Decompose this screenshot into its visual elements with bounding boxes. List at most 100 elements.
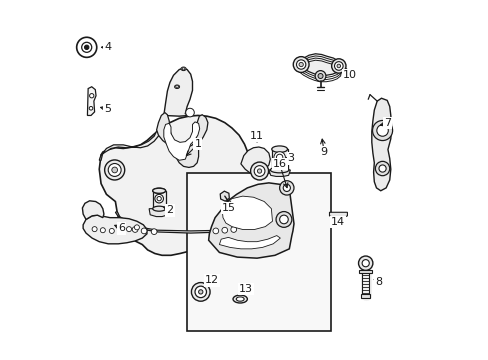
Polygon shape [163,122,199,160]
Circle shape [283,184,290,192]
Ellipse shape [276,154,282,161]
Text: 1: 1 [194,139,201,149]
Circle shape [296,60,305,69]
Circle shape [230,226,236,232]
Text: 16: 16 [272,159,286,169]
Ellipse shape [157,197,161,201]
Polygon shape [222,196,272,229]
Text: 2: 2 [166,206,173,216]
Circle shape [298,62,303,67]
Polygon shape [163,68,192,116]
Circle shape [104,160,124,180]
Text: 6: 6 [118,224,125,233]
Ellipse shape [175,86,178,88]
Polygon shape [268,170,290,176]
Text: 4: 4 [104,42,111,52]
Circle shape [362,260,368,267]
Circle shape [108,163,121,176]
Circle shape [212,228,218,234]
Text: 3: 3 [287,153,294,163]
Circle shape [375,161,389,176]
Text: 9: 9 [320,147,327,157]
Circle shape [109,228,114,233]
Circle shape [257,169,261,173]
Bar [187,173,330,330]
Ellipse shape [233,295,247,303]
Ellipse shape [155,194,163,203]
Circle shape [112,167,117,173]
Ellipse shape [236,297,244,301]
Circle shape [126,226,131,231]
Polygon shape [208,183,293,258]
Circle shape [250,162,268,180]
Circle shape [84,45,89,49]
Polygon shape [149,209,169,217]
Polygon shape [219,235,280,249]
Text: 13: 13 [239,284,253,294]
Polygon shape [156,113,207,167]
Circle shape [100,228,105,233]
Circle shape [279,181,293,195]
Polygon shape [220,191,229,201]
Bar [152,191,165,209]
Circle shape [89,94,94,98]
Circle shape [134,225,139,230]
Circle shape [254,166,264,176]
Text: 15: 15 [221,203,235,213]
Polygon shape [371,98,391,191]
Circle shape [141,228,147,234]
Circle shape [77,37,97,57]
Text: 8: 8 [375,277,382,287]
Ellipse shape [182,68,184,70]
Polygon shape [241,147,270,174]
Text: 11: 11 [249,131,264,141]
Ellipse shape [174,85,179,89]
Circle shape [358,256,372,270]
Circle shape [185,108,194,117]
Bar [360,294,369,298]
Circle shape [314,71,325,81]
Ellipse shape [152,206,165,211]
Ellipse shape [152,188,165,193]
Polygon shape [329,212,346,225]
Circle shape [372,121,392,140]
Polygon shape [82,201,104,220]
Circle shape [118,228,123,233]
Circle shape [336,64,340,68]
Circle shape [89,107,93,110]
Polygon shape [115,199,266,233]
Ellipse shape [270,167,288,173]
Circle shape [92,226,97,231]
Text: 7: 7 [383,118,390,128]
Circle shape [376,125,387,136]
Polygon shape [298,54,341,75]
Circle shape [276,212,291,227]
Ellipse shape [273,152,285,163]
Ellipse shape [152,188,165,193]
Circle shape [151,229,157,234]
Circle shape [222,227,227,233]
Circle shape [331,59,346,73]
Polygon shape [359,270,371,273]
Circle shape [279,215,287,224]
Circle shape [378,165,386,172]
Bar [271,149,287,170]
Polygon shape [83,215,147,244]
Polygon shape [99,123,162,160]
Circle shape [195,286,206,298]
Circle shape [198,290,203,294]
Text: 10: 10 [342,70,356,80]
Circle shape [191,283,210,301]
Circle shape [334,62,343,70]
Text: 5: 5 [104,104,111,114]
Circle shape [81,42,92,52]
Circle shape [293,57,308,72]
Text: 12: 12 [205,275,219,285]
Polygon shape [87,87,96,116]
Polygon shape [99,116,273,255]
Ellipse shape [181,67,185,71]
Circle shape [132,226,138,232]
Text: 14: 14 [330,217,344,227]
Circle shape [317,73,323,78]
Ellipse shape [271,146,287,152]
